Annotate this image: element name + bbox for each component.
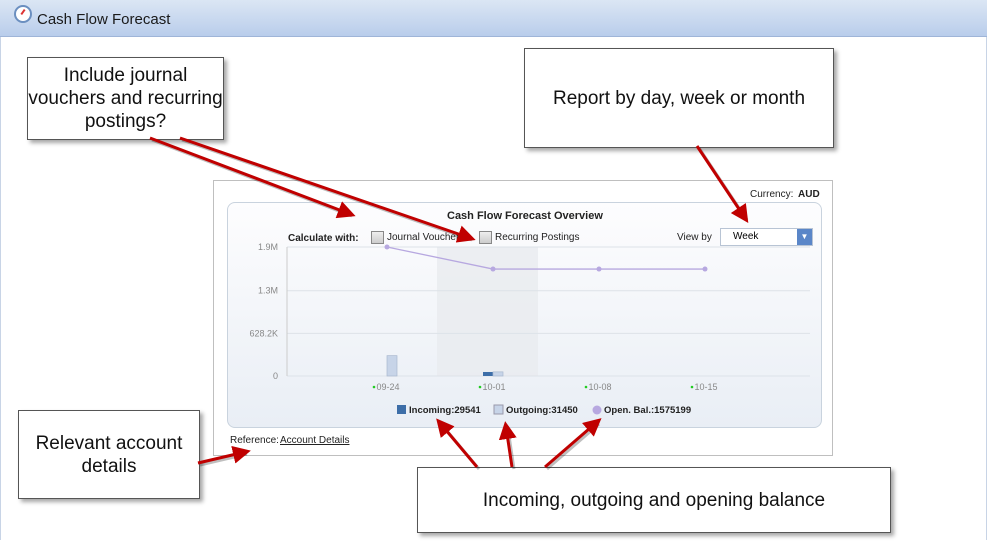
window-title: Cash Flow Forecast (37, 11, 171, 28)
legend-label: Outgoing:31450 (506, 405, 578, 416)
reference-label: Reference: (230, 435, 279, 446)
callout-arrow (498, 421, 517, 468)
account-details-link[interactable]: Account Details (280, 435, 350, 446)
legend-swatch (493, 404, 504, 415)
callout-view-by: Report by day, week or month (524, 48, 834, 148)
x-tick-dot (584, 385, 588, 389)
x-tick-label: 09-24 (376, 382, 399, 392)
journal-vouchers-label: Journal Vouchers (387, 232, 465, 244)
journal-vouchers-checkbox[interactable]: Journal Vouchers (371, 231, 464, 244)
x-tick-label: 10-15 (694, 382, 717, 392)
callout-journal: Include journal vouchers and recurring p… (27, 57, 224, 140)
view-by-value: Week (733, 231, 759, 242)
callout-account: Relevant account details (18, 410, 200, 499)
point-open-balance (596, 266, 602, 272)
recurring-postings-checkbox[interactable]: Recurring Postings (479, 231, 579, 244)
currency-label: Currency: (750, 189, 794, 200)
legend-swatch (592, 405, 602, 415)
bar-outgoing (386, 355, 398, 377)
currency-value: AUD (798, 189, 820, 200)
x-tick-dot (372, 385, 376, 389)
view-by-select[interactable]: Week ▼ (720, 228, 813, 246)
x-tick-dot (478, 385, 482, 389)
bar-outgoing (492, 371, 504, 377)
x-tick-label: 10-08 (588, 382, 611, 392)
recurring-postings-label: Recurring Postings (495, 232, 580, 244)
callout-arrow (544, 418, 602, 469)
title-bar: Cash Flow Forecast (0, 0, 987, 37)
callout-arrow (197, 445, 251, 465)
point-open-balance (384, 244, 390, 250)
legend-swatch (397, 405, 406, 414)
point-open-balance (490, 266, 496, 272)
chart-title: Cash Flow Forecast Overview (447, 210, 603, 222)
y-tick-label: 0 (273, 371, 278, 381)
gauge-icon (14, 5, 32, 23)
x-tick-dot (690, 385, 694, 389)
calculate-label: Calculate with: (288, 233, 359, 244)
point-open-balance (702, 266, 708, 272)
callout-arrow (695, 145, 749, 223)
legend-label: Open. Bal.:1575199 (604, 405, 691, 416)
arrow-shadow (546, 422, 600, 471)
y-tick-label: 1.9M (258, 242, 278, 252)
callout-legend: Incoming, outgoing and opening balance (417, 467, 891, 533)
view-by-label: View by (677, 232, 712, 243)
legend-label: Incoming:29541 (409, 405, 482, 416)
line-open-balance (386, 246, 705, 270)
x-tick-label: 10-01 (482, 382, 505, 392)
callout-arrow (179, 136, 476, 243)
y-tick-label: 628.2K (249, 328, 278, 338)
y-tick-label: 1.3M (258, 286, 278, 296)
chevron-down-icon[interactable]: ▼ (797, 229, 812, 245)
callout-arrow (436, 418, 479, 468)
callout-arrow (149, 136, 356, 219)
bar-incoming (483, 371, 493, 376)
